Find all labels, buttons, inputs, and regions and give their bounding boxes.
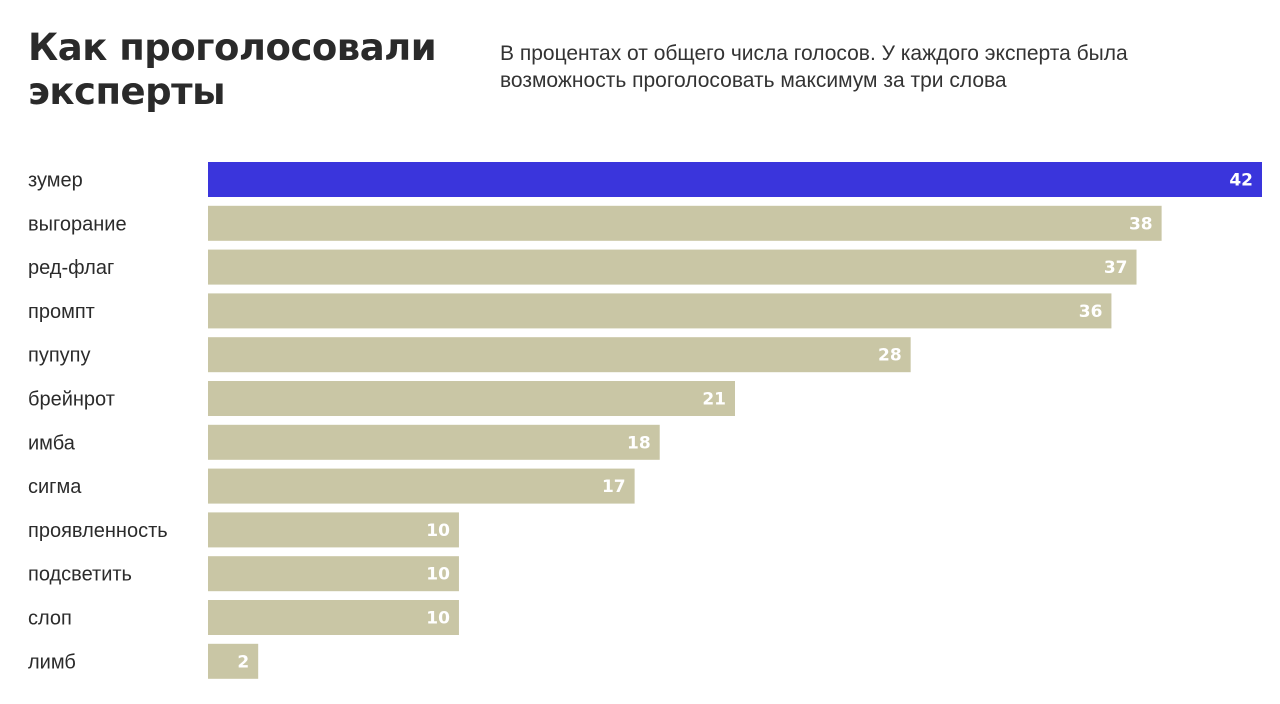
bar-row: пупупу 28 bbox=[28, 337, 911, 373]
category-label: брейнрот bbox=[28, 389, 115, 411]
bar bbox=[208, 381, 735, 416]
value-label: 36 bbox=[1079, 302, 1103, 322]
bar-row: выгорание 38 bbox=[28, 205, 1162, 241]
bar bbox=[208, 249, 1137, 285]
value-label: 38 bbox=[1129, 214, 1153, 234]
bar-row: слоп 10 bbox=[28, 600, 459, 635]
chart-title: Как проголосовали эксперты bbox=[28, 26, 437, 113]
bar-row: ред-флаг 37 bbox=[28, 249, 1137, 285]
chart-subtitle: В процентах от общего числа голосов. У к… bbox=[500, 42, 1128, 92]
bar-row: промпт 36 bbox=[28, 293, 1112, 329]
category-label: зумер bbox=[28, 170, 83, 192]
category-label: имба bbox=[28, 432, 76, 454]
bar bbox=[208, 424, 660, 460]
value-label: 10 bbox=[426, 609, 450, 629]
value-label: 18 bbox=[627, 433, 651, 453]
bar-row: сигма 17 bbox=[28, 468, 635, 504]
bar-row: имба 18 bbox=[28, 424, 660, 460]
category-label: проявленность bbox=[28, 520, 168, 542]
category-label: сигма bbox=[28, 476, 82, 498]
bar-row: подсветить 10 bbox=[28, 556, 459, 592]
category-label: выгорание bbox=[28, 213, 127, 235]
value-label: 17 bbox=[602, 477, 626, 497]
value-label: 28 bbox=[878, 346, 902, 366]
value-label: 37 bbox=[1104, 258, 1128, 278]
category-label: промпт bbox=[28, 301, 95, 323]
value-label: 10 bbox=[426, 521, 450, 541]
bar bbox=[208, 293, 1112, 329]
bar bbox=[208, 556, 459, 592]
bar-row: брейнрот 21 bbox=[28, 381, 735, 416]
bar bbox=[208, 337, 911, 373]
bar bbox=[208, 468, 635, 504]
bar bbox=[208, 512, 459, 548]
category-label: ред-флаг bbox=[28, 257, 114, 279]
value-label: 2 bbox=[237, 652, 249, 672]
category-label: слоп bbox=[28, 608, 72, 630]
bar-row: проявленность 10 bbox=[28, 512, 459, 548]
value-label: 10 bbox=[426, 565, 450, 585]
category-label: пупупу bbox=[28, 345, 91, 367]
bar-highlight bbox=[208, 162, 1262, 197]
value-label: 42 bbox=[1229, 171, 1253, 191]
bar bbox=[208, 600, 459, 635]
bar bbox=[208, 205, 1162, 241]
category-label: подсветить bbox=[28, 564, 132, 586]
value-label: 21 bbox=[702, 390, 726, 410]
bar bbox=[208, 643, 259, 679]
bar-row: зумер 42 bbox=[28, 162, 1262, 197]
bar-row: лимб 2 bbox=[28, 643, 259, 679]
category-label: лимб bbox=[28, 651, 76, 673]
